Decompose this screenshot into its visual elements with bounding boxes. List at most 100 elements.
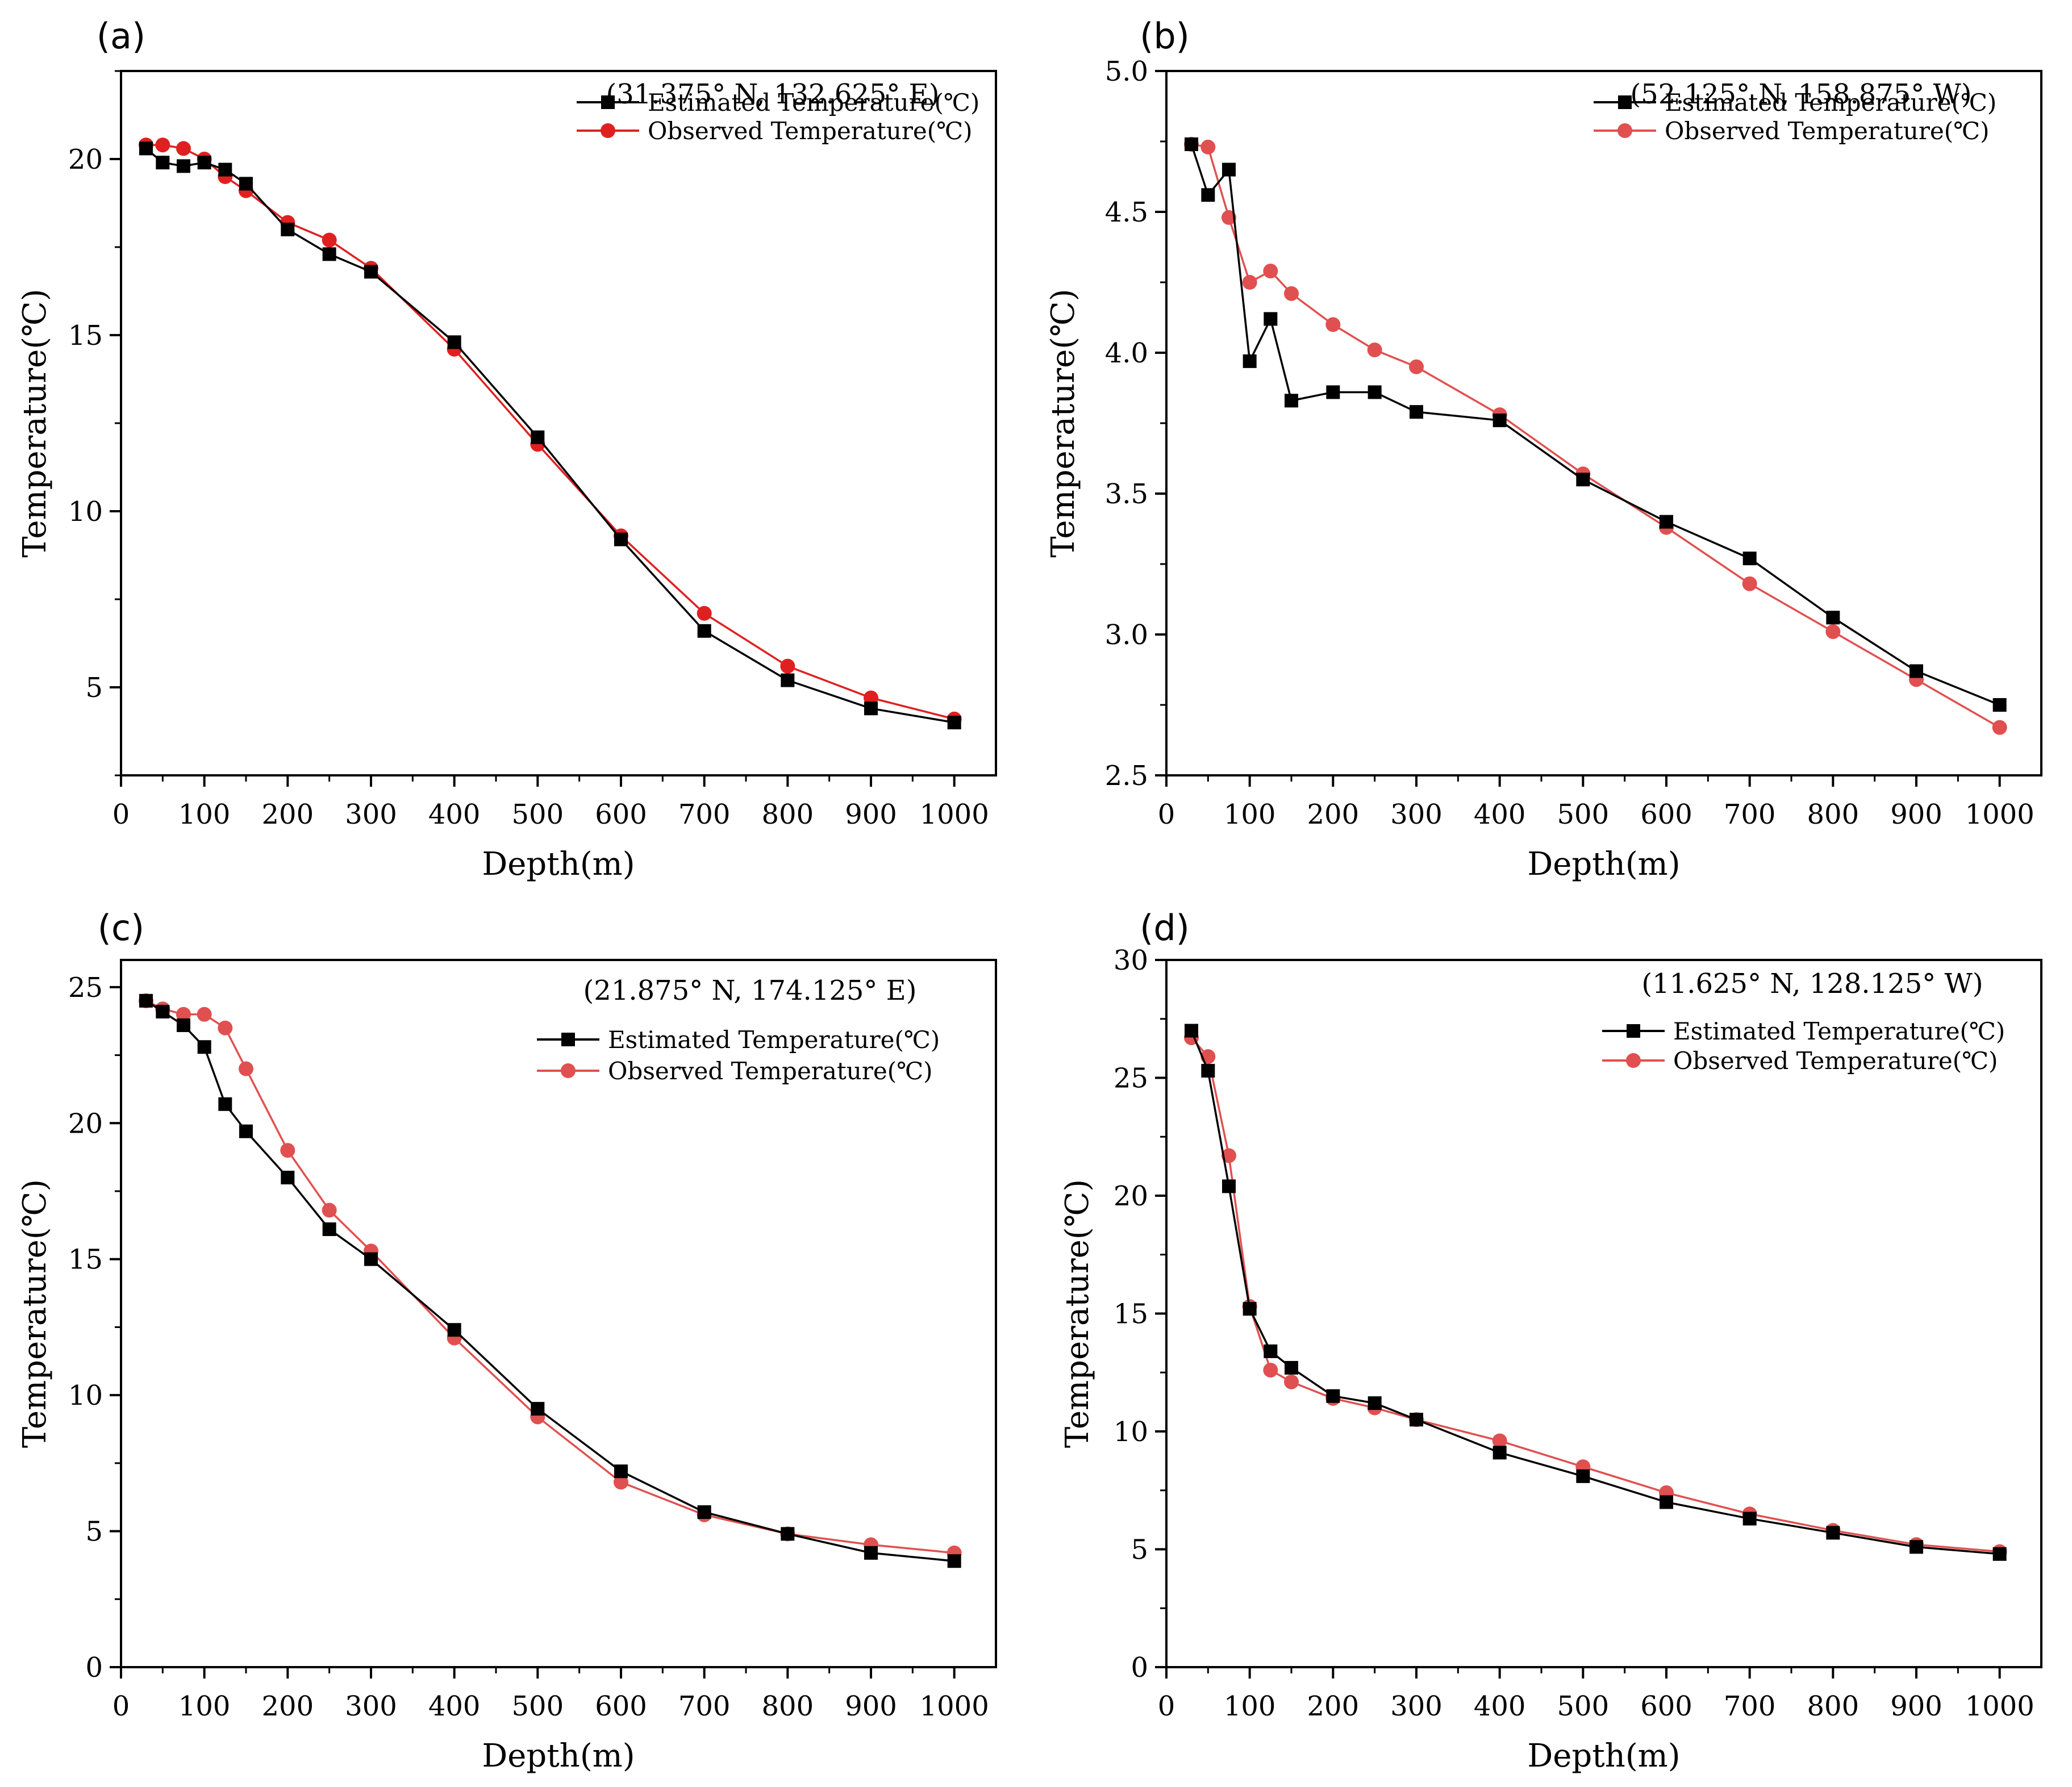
observed-point xyxy=(1263,1363,1278,1378)
estimated-point xyxy=(1826,611,1840,625)
estimated-point xyxy=(1285,1360,1298,1375)
estimated-point xyxy=(239,1124,253,1138)
y-tick-label: 3.0 xyxy=(1105,619,1148,651)
x-tick-label: 0 xyxy=(1158,1690,1175,1722)
observed-series-line xyxy=(145,1000,954,1554)
estimated-point xyxy=(1992,1547,2007,1561)
estimated-point xyxy=(281,1171,295,1185)
estimated-point xyxy=(1576,473,1590,487)
estimated-point xyxy=(139,141,153,156)
observed-point xyxy=(322,1203,337,1218)
estimated-point xyxy=(614,532,628,546)
estimated-point xyxy=(531,430,545,444)
x-tick-label: 700 xyxy=(678,799,731,830)
observed-point xyxy=(1992,720,2007,735)
observed-series-line xyxy=(146,144,955,720)
estimated-point xyxy=(864,702,878,716)
panel-label: (c) xyxy=(98,907,144,949)
x-tick-label: 400 xyxy=(428,1690,481,1722)
observed-point xyxy=(1221,1148,1236,1163)
estimated-point xyxy=(1826,1526,1840,1540)
estimated-series-line xyxy=(145,148,954,724)
estimated-point xyxy=(239,177,253,191)
estimated-point xyxy=(197,1040,211,1054)
x-tick-label: 1000 xyxy=(1965,1690,2035,1722)
estimated-point xyxy=(177,1018,190,1032)
x-tick-label: 500 xyxy=(512,1690,564,1722)
legend-label-estimated: Estimated Temperature(℃) xyxy=(1665,89,1996,116)
estimated-point xyxy=(281,223,295,236)
observed-series-line xyxy=(1191,143,2000,729)
x-tick-label: 1000 xyxy=(1965,799,2035,830)
y-tick-label: 15 xyxy=(68,1244,103,1276)
x-tick-label: 900 xyxy=(845,799,897,830)
observed-point xyxy=(1492,1433,1507,1448)
x-tick-label: 800 xyxy=(1807,1690,1860,1722)
x-tick-label: 800 xyxy=(762,799,814,830)
y-tick-label: 15 xyxy=(68,320,103,352)
estimated-point xyxy=(218,162,232,177)
estimated-point xyxy=(322,247,336,261)
estimated-point xyxy=(1368,1396,1382,1410)
estimated-point xyxy=(364,1252,378,1266)
x-tick-label: 0 xyxy=(112,1690,130,1722)
x-tick-label: 700 xyxy=(1724,1690,1776,1722)
observed-point xyxy=(614,1475,628,1490)
legend-label-observed: Observed Temperature(℃) xyxy=(608,1057,933,1085)
chart-title: (31.375° N, 132.625° E) xyxy=(606,78,940,110)
y-axis-label: Temperature(℃) xyxy=(1045,289,1082,557)
y-tick-label: 25 xyxy=(68,972,103,1004)
x-tick-label: 500 xyxy=(1557,799,1610,830)
legend-marker-circle xyxy=(1617,123,1632,138)
x-tick-label: 100 xyxy=(178,1690,231,1722)
x-tick-label: 900 xyxy=(1890,799,1942,830)
x-tick-label: 200 xyxy=(262,799,314,830)
observed-point xyxy=(1742,576,1757,591)
panel-label: (b) xyxy=(1140,15,1190,57)
estimated-point xyxy=(1660,515,1673,529)
x-axis-label: Depth(m) xyxy=(482,846,635,883)
y-tick-label: 0 xyxy=(85,1652,103,1684)
x-tick-label: 500 xyxy=(512,799,564,830)
x-axis-label: Depth(m) xyxy=(1527,1738,1680,1775)
y-tick-label: 10 xyxy=(1114,1416,1148,1448)
y-tick-label: 5 xyxy=(1131,1534,1148,1566)
estimated-series-line xyxy=(1190,1030,2000,1555)
legend-label-observed: Observed Temperature(℃) xyxy=(648,117,973,145)
x-tick-label: 900 xyxy=(1890,1690,1942,1722)
x-tick-label: 600 xyxy=(595,799,647,830)
observed-point xyxy=(322,232,337,248)
estimated-point xyxy=(447,335,461,349)
x-tick-label: 400 xyxy=(428,799,481,830)
x-tick-label: 300 xyxy=(345,1690,397,1722)
legend-label-estimated: Estimated Temperature(℃) xyxy=(648,89,979,116)
x-tick-label: 500 xyxy=(1557,1690,1610,1722)
x-tick-label: 0 xyxy=(1158,799,1175,830)
y-tick-label: 20 xyxy=(68,144,103,176)
y-tick-label: 20 xyxy=(1114,1180,1148,1212)
estimated-point xyxy=(614,1464,628,1479)
y-tick-label: 2.5 xyxy=(1105,760,1148,792)
estimated-point xyxy=(1660,1495,1673,1509)
x-tick-label: 600 xyxy=(1640,799,1692,830)
observed-point xyxy=(780,658,795,674)
estimated-point xyxy=(1576,1469,1590,1483)
observed-point xyxy=(239,1061,253,1076)
y-axis-label: Temperature(℃) xyxy=(1059,1179,1096,1448)
estimated-point xyxy=(1326,1389,1340,1403)
panel-label: (d) xyxy=(1140,907,1190,949)
observed-point xyxy=(176,1007,191,1022)
chart-panel-a: (a) 0 100 200 300 400 500 600 700 800 900 1000 5 10 15… xyxy=(16,15,997,883)
y-tick-label: 5 xyxy=(85,1516,103,1548)
estimated-series-line xyxy=(145,1000,954,1562)
estimated-point xyxy=(1222,1179,1236,1193)
x-tick-label: 100 xyxy=(178,799,231,830)
observed-series-line xyxy=(1190,1037,2000,1553)
y-axis-label: Temperature(℃) xyxy=(16,1179,53,1448)
y-tick-label: 10 xyxy=(68,496,103,528)
x-tick-label: 600 xyxy=(595,1690,647,1722)
estimated-point xyxy=(1742,1512,1757,1526)
observed-point xyxy=(1325,317,1341,332)
x-tick-label: 700 xyxy=(1724,799,1776,830)
